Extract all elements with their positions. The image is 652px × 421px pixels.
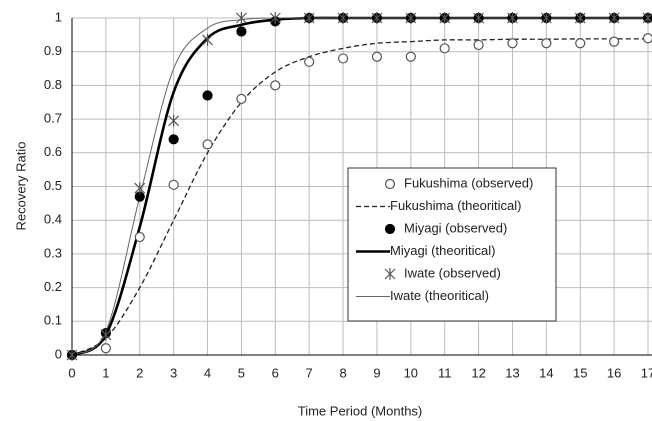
star-marker bbox=[405, 12, 417, 24]
legend-label: Fukushima (observed) bbox=[404, 175, 533, 190]
star-marker bbox=[439, 12, 451, 24]
filled-circle-marker bbox=[168, 134, 179, 145]
legend-label: Fukushima (theoritical) bbox=[390, 198, 522, 213]
open-circle-marker bbox=[168, 179, 179, 190]
star-marker bbox=[168, 114, 180, 127]
x-tick-label: 16 bbox=[607, 365, 621, 380]
y-tick-label: 0.3 bbox=[44, 245, 62, 260]
x-tick-label: 0 bbox=[68, 365, 75, 380]
open-circle-marker bbox=[202, 139, 213, 150]
x-tick-label: 7 bbox=[306, 365, 313, 380]
star-marker bbox=[66, 349, 78, 361]
x-tick-label: 5 bbox=[238, 365, 245, 380]
y-axis-label: Recovery Ratio bbox=[13, 142, 28, 231]
open-circle-marker bbox=[609, 36, 620, 47]
legend-box bbox=[347, 167, 557, 322]
y-tick-label: 0.2 bbox=[44, 279, 62, 294]
x-tick-label: 9 bbox=[373, 365, 380, 380]
x-tick-label: 1 bbox=[102, 365, 109, 380]
y-tick-label: 0.6 bbox=[44, 144, 62, 159]
star-marker bbox=[134, 182, 146, 195]
open-circle-marker bbox=[371, 51, 383, 62]
legend-label: Iwate (theoritical) bbox=[390, 288, 489, 303]
legend-label: Miyagi (observed) bbox=[404, 220, 507, 235]
y-tick-label: 0.8 bbox=[44, 77, 62, 92]
x-tick-label: 4 bbox=[204, 365, 211, 380]
open-circle-marker bbox=[134, 231, 145, 243]
open-circle-marker bbox=[507, 38, 518, 49]
open-circle-marker bbox=[337, 53, 349, 64]
x-tick-label: 17 bbox=[641, 365, 652, 380]
y-tick-label: 0.1 bbox=[44, 313, 62, 328]
star-marker bbox=[507, 12, 518, 24]
open-circle-marker bbox=[270, 80, 281, 91]
star-marker bbox=[303, 12, 315, 24]
star-marker bbox=[235, 12, 247, 24]
star-marker bbox=[269, 12, 281, 24]
star-marker bbox=[337, 12, 349, 24]
y-tick-label: 0.7 bbox=[44, 111, 62, 126]
open-circle-marker bbox=[405, 51, 416, 62]
legend: Fukushima (observed) Fukushima (theoritic… bbox=[347, 167, 557, 322]
x-tick-label: 3 bbox=[170, 365, 177, 380]
plot-area bbox=[66, 12, 652, 361]
open-circle-marker bbox=[384, 178, 396, 190]
x-tick-label: 11 bbox=[438, 365, 452, 380]
star-marker bbox=[473, 12, 485, 24]
open-circle-marker bbox=[642, 33, 652, 44]
open-circle-marker bbox=[541, 38, 552, 49]
filled-circle-marker bbox=[202, 90, 213, 101]
star-marker bbox=[384, 268, 396, 280]
star-marker bbox=[574, 12, 586, 24]
open-circle-marker bbox=[304, 56, 315, 67]
x-tick-label: 10 bbox=[404, 365, 418, 380]
x-tick-label: 6 bbox=[272, 365, 279, 380]
open-circle-marker bbox=[575, 38, 586, 49]
star-marker bbox=[371, 12, 383, 24]
open-circle-marker bbox=[236, 93, 247, 104]
open-circle-marker bbox=[473, 39, 484, 51]
y-tick-label: 0.5 bbox=[44, 178, 62, 193]
legend-label: Iwate (observed) bbox=[404, 265, 501, 280]
filled-circle-marker bbox=[236, 26, 247, 37]
y-tick-label: 1 bbox=[55, 9, 62, 24]
x-tick-label: 13 bbox=[505, 365, 519, 380]
open-circle-marker bbox=[100, 343, 111, 354]
star-marker bbox=[202, 33, 213, 46]
x-tick-label: 14 bbox=[539, 365, 553, 380]
x-tick-label: 8 bbox=[339, 365, 346, 380]
star-marker bbox=[608, 12, 620, 24]
x-tick-label: 2 bbox=[136, 365, 143, 380]
open-circle-marker bbox=[439, 43, 450, 54]
legend-label: Miyagi (theoritical) bbox=[390, 243, 495, 258]
x-tick-label: 15 bbox=[573, 365, 587, 380]
y-tick-label: 0.4 bbox=[44, 212, 62, 227]
y-tick-label: 0.9 bbox=[44, 43, 62, 58]
filled-circle-marker bbox=[384, 223, 396, 235]
star-marker bbox=[540, 12, 552, 24]
y-tick-label: 0 bbox=[55, 346, 62, 361]
star-marker bbox=[642, 12, 652, 24]
x-axis-label: Time Period (Months) bbox=[298, 403, 423, 418]
star-marker bbox=[100, 328, 112, 341]
x-tick-label: 12 bbox=[471, 365, 485, 380]
